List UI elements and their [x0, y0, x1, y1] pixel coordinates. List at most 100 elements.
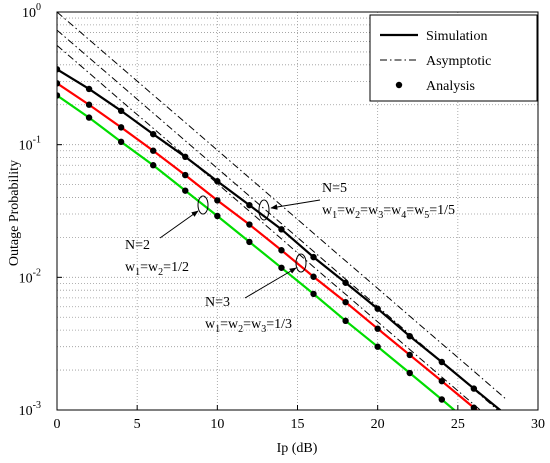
analysis-point	[117, 124, 125, 131]
annotation-arrow	[244, 267, 297, 299]
analysis-point	[374, 325, 381, 332]
y-tick-label: 10-2	[19, 267, 41, 286]
analysis-point	[246, 221, 253, 228]
analysis-point	[214, 178, 221, 185]
annotation-char: =	[429, 203, 437, 218]
annotation-char: w	[148, 260, 159, 275]
x-tick-label: 20	[371, 417, 385, 432]
annotation-char: 5	[424, 210, 429, 221]
analysis-point	[278, 264, 285, 271]
analysis-point	[310, 273, 317, 280]
annotation-text: w1=w2=1/2	[125, 260, 189, 278]
analysis-point	[342, 279, 349, 286]
asymptotic-line	[57, 29, 499, 410]
x-tick-label: 0	[54, 417, 61, 432]
annotation-char: 1	[332, 210, 337, 221]
analysis-point	[438, 396, 445, 403]
analysis-point	[214, 212, 221, 220]
y-tick-exponent: -2	[33, 267, 41, 278]
asymptotic-line	[57, 12, 507, 400]
annotation-char: w	[391, 203, 402, 218]
analysis-point	[278, 226, 285, 233]
annotation-char: /	[178, 260, 182, 275]
analysis-point	[342, 298, 349, 306]
annotation-char: =	[406, 203, 414, 218]
annotation-title: N=2	[125, 238, 150, 253]
legend-marker	[395, 81, 403, 89]
annotation-char: w	[414, 203, 425, 218]
annotation-char: 1	[437, 203, 444, 218]
annotation-arrow	[270, 199, 321, 210]
annotation-char: =	[337, 203, 345, 218]
analysis-point	[117, 107, 125, 115]
annotation-char: w	[205, 317, 216, 332]
y-tick-base: 10	[19, 404, 33, 419]
annotation-char: 1	[135, 267, 140, 278]
annotation-char: 1	[171, 260, 178, 275]
x-tick-label: 25	[451, 417, 465, 432]
annotation-char: 3	[378, 210, 383, 221]
annotation-char: w	[345, 203, 356, 218]
annotation-char: 2	[158, 267, 163, 278]
analysis-point	[57, 80, 61, 87]
annotation-char: 2	[238, 324, 243, 335]
annotation-char: /	[281, 317, 285, 332]
analysis-point	[374, 343, 381, 350]
analysis-point	[406, 332, 413, 340]
annotation-char: w	[368, 203, 379, 218]
annotation-char: 1	[274, 317, 281, 332]
y-tick-base: 10	[19, 271, 33, 286]
annotation-text: w1=w2=w3=1/3	[205, 317, 292, 335]
analysis-point	[182, 187, 189, 194]
y-tick-label: 10-3	[19, 400, 41, 419]
series-layer	[57, 12, 507, 410]
analysis-point	[214, 197, 221, 204]
annotation-char: =	[243, 317, 251, 332]
analysis-point	[342, 317, 349, 325]
legend-label: Asymptotic	[426, 54, 491, 69]
annotation-ellipse	[258, 199, 270, 221]
analysis-point	[438, 377, 445, 385]
x-tick-label: 15	[291, 417, 305, 432]
analysis-point	[406, 369, 413, 377]
analysis-point	[150, 130, 157, 138]
analysis-point	[150, 162, 157, 169]
analysis-point	[182, 171, 189, 179]
annotation-char: 3	[285, 317, 292, 332]
annotation-ellipse	[295, 253, 307, 273]
analysis-point	[57, 92, 61, 99]
y-tick-base: 10	[19, 139, 33, 154]
legend-label: Analysis	[426, 79, 475, 94]
x-tick-label: 5	[134, 417, 141, 432]
annotation-title: N=5	[322, 181, 347, 196]
x-tick-label: 30	[531, 417, 545, 432]
analysis-point	[470, 385, 478, 392]
analysis-point	[406, 351, 413, 359]
annotation-char: =	[266, 317, 274, 332]
analysis-point	[85, 101, 93, 108]
annotation-char: 5	[448, 203, 455, 218]
annotation-char: 1	[215, 324, 220, 335]
y-axis-label: Outage Probability	[7, 160, 22, 266]
asymptotic-line	[57, 45, 481, 410]
analysis-point	[57, 66, 61, 73]
analysis-point	[85, 85, 93, 93]
annotation-text: w1=w2=w3=w4=w5=1/5	[322, 203, 455, 221]
annotation-title: N=3	[205, 295, 230, 310]
annotation-char: 4	[401, 210, 406, 221]
annotation-char: /	[444, 203, 448, 218]
annotation-char: w	[228, 317, 239, 332]
y-tick-label: 100	[22, 2, 41, 21]
x-tick-label: 10	[210, 417, 224, 432]
analysis-point	[117, 138, 125, 146]
annotation-char: w	[251, 317, 262, 332]
analysis-point	[85, 114, 93, 121]
analysis-point	[374, 305, 381, 312]
grid	[56, 11, 539, 411]
analysis-point	[310, 290, 317, 298]
legend-label: Simulation	[426, 29, 487, 44]
analysis-point	[150, 147, 157, 154]
y-tick-exponent: 0	[36, 2, 41, 13]
y-tick-label: 10-1	[19, 135, 41, 154]
x-axis-label: Ip (dB)	[277, 441, 318, 456]
